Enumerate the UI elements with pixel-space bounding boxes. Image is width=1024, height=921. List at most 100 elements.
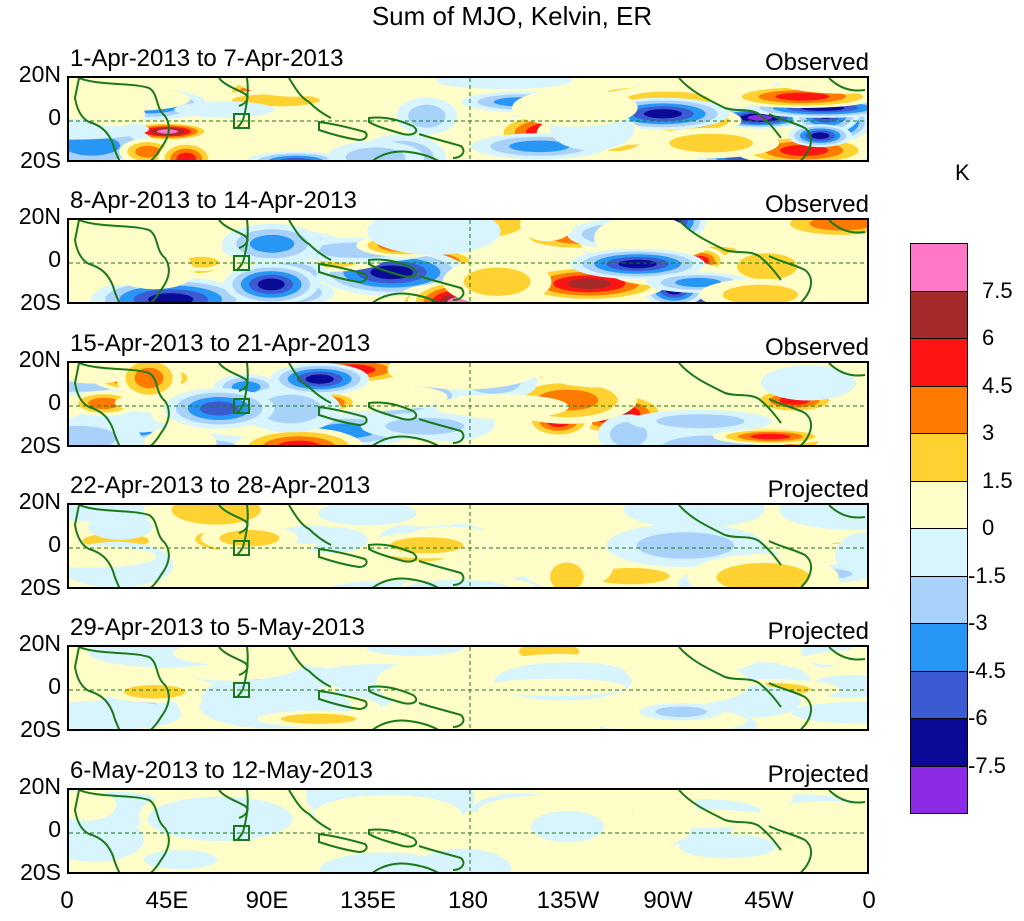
contour-level [675,277,722,288]
contour-level [435,394,569,420]
coastline [828,647,866,661]
coastline [73,647,121,729]
coastline [828,790,866,804]
region-box [233,255,250,271]
coastline [218,647,249,676]
contour-level [750,433,791,440]
coastline [73,220,121,302]
region-box [233,540,250,556]
cool-anomaly-blob [788,124,852,148]
warm-anomaly-blob [483,519,601,548]
warm-anomaly-blob [539,553,595,587]
y-tick-label: 0 [48,389,61,415]
region-box [233,113,250,129]
contour-level [722,284,799,302]
coastline [678,220,782,281]
contour-level [259,394,322,424]
warm-anomaly-blob [442,258,552,302]
warm-anomaly-blob [643,128,780,159]
colorbar [910,243,968,814]
contour-level [385,417,465,435]
y-tick-label: 0 [48,531,61,557]
contour-level [604,810,692,847]
y-tick-label: 20N [18,203,61,229]
coastline [678,363,782,424]
contour-level [761,801,867,827]
coastline [236,790,249,841]
coastline [236,78,249,129]
cool-anomaly-blob [143,850,217,870]
warm-anomaly-blob [257,710,380,728]
cool-anomaly-blob [360,412,489,440]
contour-level [174,101,275,118]
panel-period-label: 22-Apr-2013 to 28-Apr-2013 [70,472,371,499]
contour-level [235,567,334,587]
colorbar-label: 1.5 [982,467,1013,493]
y-tick-label: 20S [20,716,61,742]
warm-anomaly-blob [435,394,569,420]
anomaly-field [69,647,867,729]
coastline [418,418,465,444]
contour-level [443,811,533,838]
warm-anomaly-blob [183,548,308,569]
contour-level [779,505,867,530]
colorbar-segment [910,575,968,624]
contour-level [486,678,626,696]
contour-level [638,647,765,674]
coastline [288,220,332,261]
colorbar-segment [910,718,968,767]
contour-level [69,425,117,445]
colorbar-segment [910,243,968,292]
coastline [236,220,249,271]
warm-anomaly-blob [81,102,146,127]
coastline [368,116,418,136]
contour-level [183,256,219,268]
colorbar-label: 3 [982,420,995,445]
contour-level [778,78,867,94]
contour-level [199,401,239,416]
figure-title: Sum of MJO, Kelvin, ER [371,1,653,31]
coastline [368,543,418,563]
coastline [828,363,866,377]
contour-level [69,135,120,156]
panel-period-label: 1-Apr-2013 to 7-Apr-2013 [70,45,344,72]
y-tick-label: 20S [20,147,61,173]
panel-status-label: Projected [767,476,869,503]
contour-level [305,374,334,384]
x-tick-label: 45E [145,887,189,914]
contour-level [280,713,357,724]
contour-level [820,866,867,872]
coastline [236,647,249,698]
warm-anomaly-blob [443,811,533,838]
contour-level [143,850,217,870]
x-tick-label: 0 [862,887,876,914]
coastline [828,220,866,234]
warm-anomaly-blob [486,678,626,696]
colorbar-label: -6 [968,705,988,730]
warm-anomaly-blob [713,428,828,445]
coastline [368,258,418,278]
x-tick-label: 90W [643,887,693,914]
coastline [78,78,170,160]
anomaly-field [69,790,867,872]
coastline [372,435,439,445]
contour-level [780,144,829,156]
map-panel [67,645,869,731]
colorbar-segment [910,623,968,672]
cool-anomaly-blob [367,220,501,255]
warm-anomaly-blob [512,88,638,127]
colorbar-segment [910,433,968,482]
coastline [372,150,439,160]
warm-anomaly-blob [69,790,117,821]
x-tick-label: 45W [744,887,794,914]
cool-anomaly-blob [174,101,275,118]
warm-anomaly-blob [770,220,867,239]
contour-level [512,88,638,127]
contour-level [383,713,491,729]
contour-level [802,650,867,667]
contour-level [367,220,501,255]
cool-anomaly-blob [530,811,605,843]
coastline [78,790,170,872]
contour-level [567,278,612,289]
warm-anomaly-blob [104,680,206,703]
